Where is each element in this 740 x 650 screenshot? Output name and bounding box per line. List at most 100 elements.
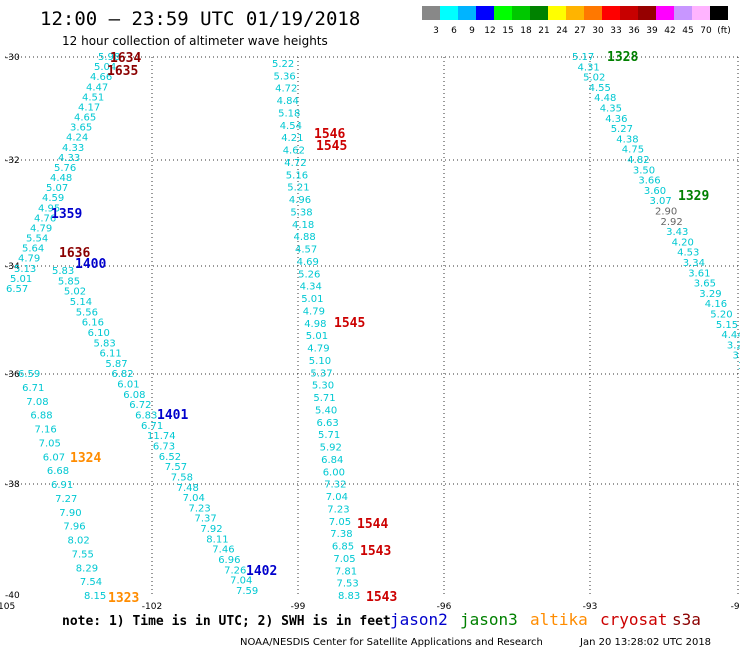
pass-label: 1543 — [366, 590, 397, 605]
swh-value: 7.05 — [333, 554, 355, 565]
swh-value: 4.59 — [42, 193, 64, 204]
swh-value: 7.90 — [59, 508, 81, 519]
swh-value: 6.01 — [117, 380, 139, 391]
pass-label: 1543 — [360, 544, 391, 559]
swh-value: 11.74 — [147, 431, 176, 442]
swh-value: 7.37 — [195, 514, 217, 525]
swh-value: 3.43 — [666, 227, 688, 238]
swh-value: 6.91 — [51, 480, 73, 491]
swh-value: 5.17 — [572, 52, 594, 63]
swh-value: 7.92 — [200, 524, 222, 535]
swh-value: 4.34 — [300, 282, 322, 293]
swh-value: 7.38 — [330, 529, 352, 540]
swh-value: 7.57 — [165, 462, 187, 473]
swh-value: 6.52 — [159, 452, 181, 463]
swh-value: 3.07 — [650, 196, 672, 207]
swh-value: 6.82 — [111, 369, 133, 380]
swh-value: 4.18 — [292, 220, 314, 231]
colorbar-label: 27 — [574, 26, 585, 36]
lat-label: -30 — [5, 53, 20, 63]
swh-value: 5.02 — [583, 73, 605, 84]
swh-value: 8.29 — [76, 563, 98, 574]
swh-value: 5.04 — [94, 62, 116, 73]
swh-value: 6.88 — [30, 411, 52, 422]
swh-value: 5.07 — [46, 183, 68, 194]
pass-label: 1544 — [357, 517, 388, 532]
swh-value: 4.66 — [90, 72, 112, 83]
swh-value: 3.5 — [733, 351, 740, 362]
swh-value: 5.02 — [64, 287, 86, 298]
swh-value: 7.08 — [26, 397, 48, 408]
colorbar-swatch — [458, 6, 476, 20]
longitude-labels: -105 -102 -99 -96 -93 -90 — [0, 602, 740, 612]
swh-value: 5.30 — [312, 381, 334, 392]
colorbar-legend: 3 6 9 12 15 18 21 24 27 30 33 36 39 42 45 70 (ft) — [422, 6, 731, 36]
swh-value: 7.26 — [224, 565, 246, 576]
swh-value: 3.65 — [694, 279, 716, 290]
swh-value: 5.54 — [26, 234, 48, 245]
swh-value: 6.11 — [100, 349, 122, 360]
swh-value: 3.61 — [688, 268, 710, 279]
colorbar-label: 21 — [538, 26, 549, 36]
swh-value: 4.31 — [578, 62, 600, 73]
colorbar-swatch — [656, 6, 674, 20]
swh-value: 5.15 — [716, 320, 738, 331]
swh-value: 6.71 — [22, 383, 44, 394]
legend-jason3: jason3 — [460, 610, 518, 629]
swh-value: 3.29 — [727, 340, 740, 351]
swh-value: 7.32 — [324, 480, 346, 491]
swh-value: 5.13 — [14, 264, 36, 275]
swh-value: 4.72 — [275, 84, 297, 95]
colorbar-swatch — [422, 6, 440, 20]
swh-value: 5.98 — [98, 52, 120, 63]
lat-label: -34 — [5, 262, 20, 272]
swh-value: 6.84 — [321, 455, 343, 466]
colorbar-swatch — [566, 6, 584, 20]
swh-value: 5.26 — [298, 269, 320, 280]
colorbar-label: 3 — [433, 26, 439, 36]
swh-value: 5.40 — [315, 405, 337, 416]
swh-value: 4.65 — [74, 113, 96, 124]
page-subtitle: 12 hour collection of altimeter wave hei… — [62, 34, 328, 48]
swh-value: 4.33 — [58, 153, 80, 164]
pass-label: 1634 — [110, 51, 141, 66]
swh-value: 4.21 — [281, 133, 303, 144]
legend-altika: altika — [530, 610, 588, 629]
swh-value: 5.20 — [710, 310, 732, 321]
colorbar-swatch — [530, 6, 548, 20]
pass-label: 1635 — [107, 64, 138, 79]
lon-label: -96 — [437, 602, 452, 612]
swh-value: 6.71 — [141, 421, 163, 432]
swh-value: 8.11 — [206, 534, 228, 545]
footnote: note: 1) Time is in UTC; 2) SWH is in fe… — [62, 614, 391, 629]
colorbar-swatch — [512, 6, 530, 20]
colorbar-swatch — [476, 6, 494, 20]
swh-value: 4.69 — [297, 257, 319, 268]
swh-value: 4.48 — [50, 173, 72, 184]
swh-value: 3.60 — [644, 186, 666, 197]
swh-value: 2.92 — [661, 217, 683, 228]
lon-label: -99 — [291, 602, 306, 612]
swh-value: 4.20 — [672, 237, 694, 248]
colorbar-label: 30 — [592, 26, 604, 36]
swh-value: 6.96 — [218, 555, 240, 566]
swh-value: 4.51 — [82, 92, 104, 103]
swh-value: 4.96 — [289, 195, 311, 206]
swh-value: 3.65 — [70, 123, 92, 134]
swh-value: 3.66 — [638, 176, 660, 187]
swh-value: 4.98 — [304, 319, 326, 330]
swh-value: 4.38 — [616, 134, 638, 145]
page-title: 12:00 – 23:59 UTC 01/19/2018 — [40, 8, 360, 30]
swh-value: 8.02 — [68, 536, 90, 547]
swh-value: 6.59 — [18, 369, 40, 380]
swh-value: 5.64 — [22, 244, 44, 255]
swh-value: 7.54 — [80, 577, 102, 588]
colorbar-swatch — [638, 6, 656, 20]
swh-value: 5.71 — [318, 430, 340, 441]
swh-value: 4.57 — [295, 245, 317, 256]
swh-value: 5.37 — [310, 368, 332, 379]
swh-value: 7.04 — [183, 493, 205, 504]
swh-value: 5.83 — [94, 338, 116, 349]
swh-value: 7.59 — [236, 586, 258, 597]
